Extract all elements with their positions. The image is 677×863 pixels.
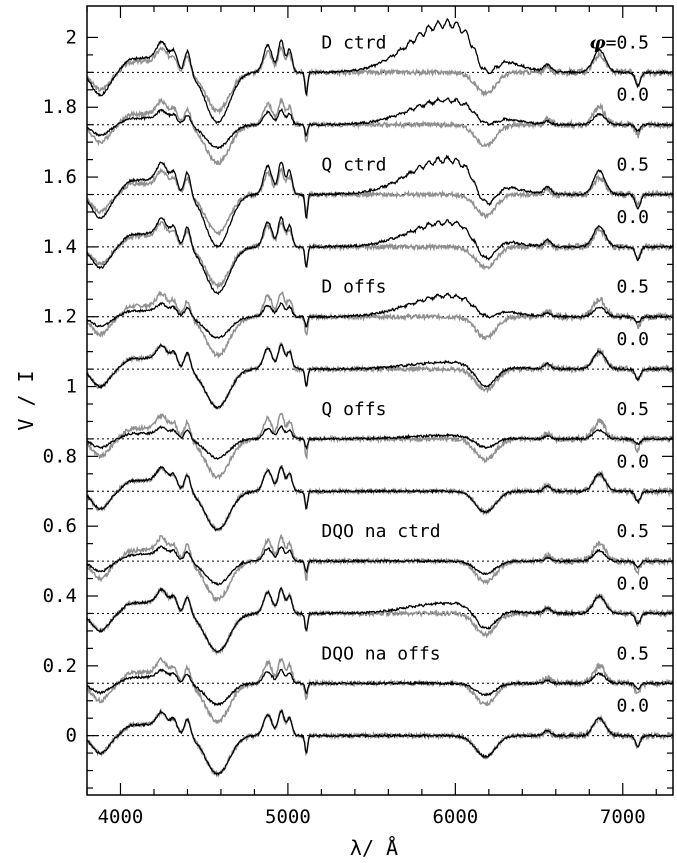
panel-label: Q ctrd <box>321 155 386 176</box>
x-tick-label: 7000 <box>600 806 646 828</box>
plot-frame <box>86 5 674 796</box>
x-tick-labels: 4000 5000 6000 7000 <box>98 806 646 828</box>
phase-label: 0.5 <box>616 521 649 542</box>
phase-label: 0.0 <box>616 573 649 594</box>
y-tick-labels: 0 0.2 0.4 0.6 0.8 1 1.2 1.4 1.6 1.8 2 <box>43 26 77 746</box>
y-tick-label: 0 <box>66 725 77 747</box>
phase-value: =0.5 <box>606 32 649 53</box>
panel-labels: D ctrd φ=0.5 0.0 Q ctrd 0.5 0.0 D offs 0.5 0.0 Q … <box>321 32 649 716</box>
phase-label: 0.5 <box>616 643 649 664</box>
phase-label: 0.5 <box>616 399 649 420</box>
model-spectrum <box>86 465 674 532</box>
model-spectrum <box>86 17 674 125</box>
model-spectrum <box>86 96 674 150</box>
y-tick-label: 1.8 <box>43 96 77 118</box>
axis-ticks <box>86 6 673 795</box>
y-tick-label: 1 <box>66 376 77 398</box>
y-tick-label: 1.6 <box>43 166 77 188</box>
phase-label: 0.0 <box>616 207 649 228</box>
phase-label: 0.0 <box>616 696 649 717</box>
y-axis-title: V / I <box>14 370 38 430</box>
model-spectrum <box>86 668 674 707</box>
x-axis-title: λ/ Å <box>350 836 398 860</box>
y-tick-label: 1.4 <box>43 236 77 258</box>
x-tick-label: 5000 <box>265 806 311 828</box>
model-spectrum <box>86 343 674 410</box>
model-spectrum <box>86 545 674 586</box>
phase-label: 0.0 <box>616 451 649 472</box>
y-tick-label: 1.2 <box>43 306 77 328</box>
phase-label: 0.5 <box>616 277 649 298</box>
model-spectrum <box>86 215 674 296</box>
phase-label: 0.0 <box>616 329 649 350</box>
phase-label: 0.5 <box>616 155 649 176</box>
observed-spectrum <box>86 534 674 604</box>
y-tick-label: 0.2 <box>43 655 77 677</box>
model-spectra <box>86 17 674 776</box>
x-tick-label: 6000 <box>432 806 478 828</box>
phi-symbol: φ <box>589 32 606 53</box>
y-tick-label: 0.4 <box>43 585 77 607</box>
model-spectrum <box>86 709 674 776</box>
model-spectrum <box>86 586 674 654</box>
panel-label: DQO na ctrd <box>321 521 440 542</box>
observed-spectrum <box>86 290 674 360</box>
panel-label: D ctrd <box>321 32 386 53</box>
observed-spectrum <box>86 656 674 724</box>
panel-label: Q offs <box>321 399 386 420</box>
panel-label: DQO na offs <box>321 643 440 664</box>
observed-spectrum <box>86 45 674 115</box>
phase-label: φ=0.5 <box>589 32 649 53</box>
y-tick-label: 0.6 <box>43 515 77 537</box>
model-spectrum <box>86 425 674 461</box>
panel-label: D offs <box>321 277 386 298</box>
phase-label: 0.0 <box>616 85 649 106</box>
y-tick-label: 0.8 <box>43 445 77 467</box>
model-spectrum <box>86 292 674 339</box>
x-tick-label: 4000 <box>98 806 144 828</box>
model-spectrum <box>86 154 674 249</box>
observed-spectrum <box>86 167 674 237</box>
observed-spectrum <box>86 412 674 481</box>
y-tick-label: 2 <box>66 26 77 48</box>
